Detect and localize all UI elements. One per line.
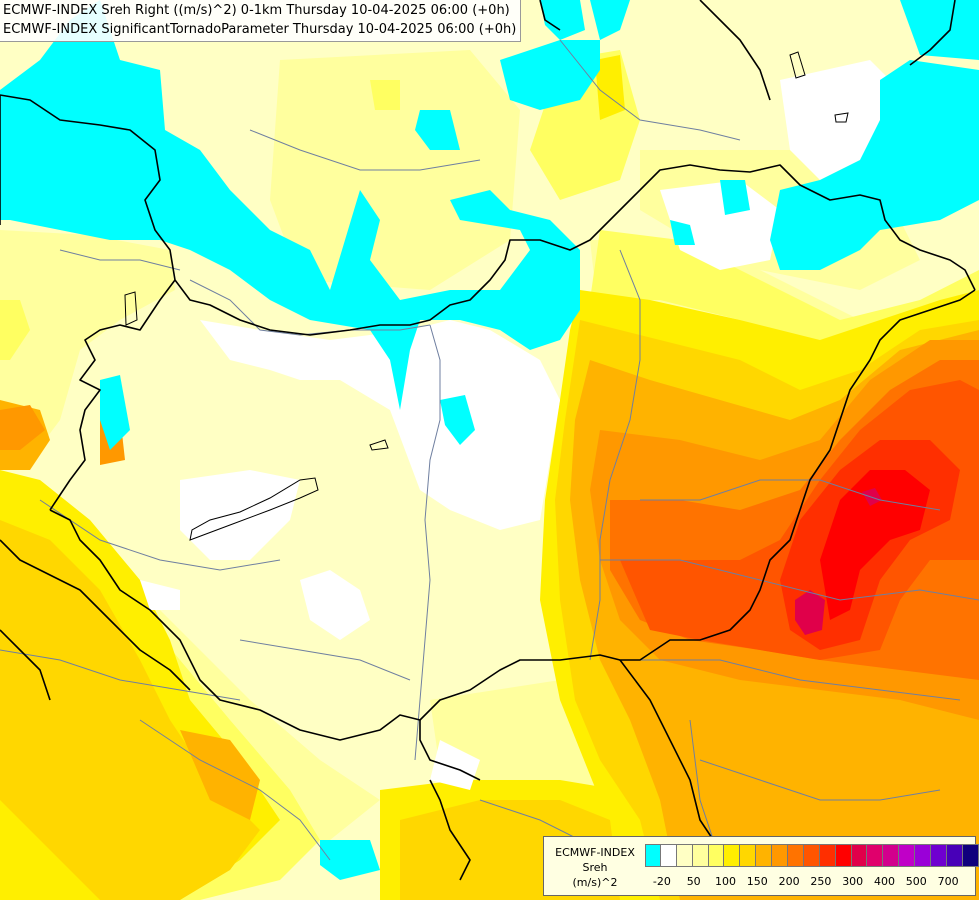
map-title-box: ECMWF-INDEX Sreh Right ((m/s)^2) 0-1km T… bbox=[0, 0, 522, 42]
legend-swatch bbox=[724, 844, 741, 867]
lake-velence bbox=[369, 439, 389, 451]
legend-title-line-1: ECMWF-INDEX bbox=[555, 846, 635, 859]
legend-swatch bbox=[946, 844, 963, 867]
legend-swatch bbox=[819, 844, 836, 867]
legend-tick-label: 700 bbox=[937, 875, 959, 888]
lake-neusiedl bbox=[124, 291, 138, 326]
legend-swatch bbox=[835, 844, 852, 867]
legend-swatch bbox=[772, 844, 789, 867]
map-title-stp: ECMWF-INDEX SignificantTornadoParameter … bbox=[3, 22, 517, 37]
legend-swatch bbox=[851, 844, 868, 867]
legend-tick-label: 200 bbox=[778, 875, 800, 888]
color-legend: ECMWF-INDEX Sreh (m/s)^2 -20 50 100 150 200 2… bbox=[543, 836, 979, 896]
legend-tick-label: 50 bbox=[686, 875, 701, 888]
lake-north bbox=[789, 51, 806, 79]
sreh-cyan-areas bbox=[0, 0, 979, 880]
lake-north-small bbox=[834, 112, 849, 123]
legend-tick-label: -20 bbox=[652, 875, 671, 888]
legend-title-line-2: Sreh bbox=[582, 861, 608, 874]
lakes bbox=[124, 51, 849, 541]
legend-swatch bbox=[788, 844, 804, 867]
legend-ticks: -20 50 100 150 200 250 300 400 500 700 bbox=[645, 875, 966, 889]
rivers bbox=[0, 39, 979, 881]
legend-tick-label: 300 bbox=[842, 875, 864, 888]
legend-swatch bbox=[915, 844, 932, 867]
sreh-deep-red-areas bbox=[820, 470, 930, 620]
legend-swatch bbox=[660, 844, 677, 867]
legend-tick-label: 100 bbox=[715, 875, 736, 888]
legend-swatch bbox=[740, 844, 757, 867]
legend-swatch bbox=[708, 844, 725, 867]
legend-tick-label: 500 bbox=[905, 875, 927, 888]
lake-balaton bbox=[189, 477, 319, 541]
legend-swatch bbox=[692, 844, 709, 867]
legend-swatch bbox=[645, 844, 661, 867]
legend-tick-label: 150 bbox=[746, 875, 768, 888]
legend-swatch bbox=[883, 844, 900, 867]
legend-title-line-3: (m/s)^2 bbox=[572, 876, 618, 889]
legend-tick-label: 250 bbox=[810, 875, 832, 888]
legend-swatch bbox=[756, 844, 773, 867]
legend-tick-label: 400 bbox=[874, 875, 895, 888]
legend-swatches bbox=[645, 844, 979, 867]
legend-swatch bbox=[676, 844, 693, 867]
legend-swatch bbox=[867, 844, 884, 867]
map-title-sreh: ECMWF-INDEX Sreh Right ((m/s)^2) 0-1km T… bbox=[3, 3, 510, 18]
legend-swatch bbox=[962, 844, 979, 867]
legend-swatch bbox=[899, 844, 916, 867]
legend-swatch bbox=[931, 844, 947, 867]
legend-swatch bbox=[803, 844, 820, 867]
legend-title: ECMWF-INDEX Sreh (m/s)^2 bbox=[548, 845, 642, 890]
